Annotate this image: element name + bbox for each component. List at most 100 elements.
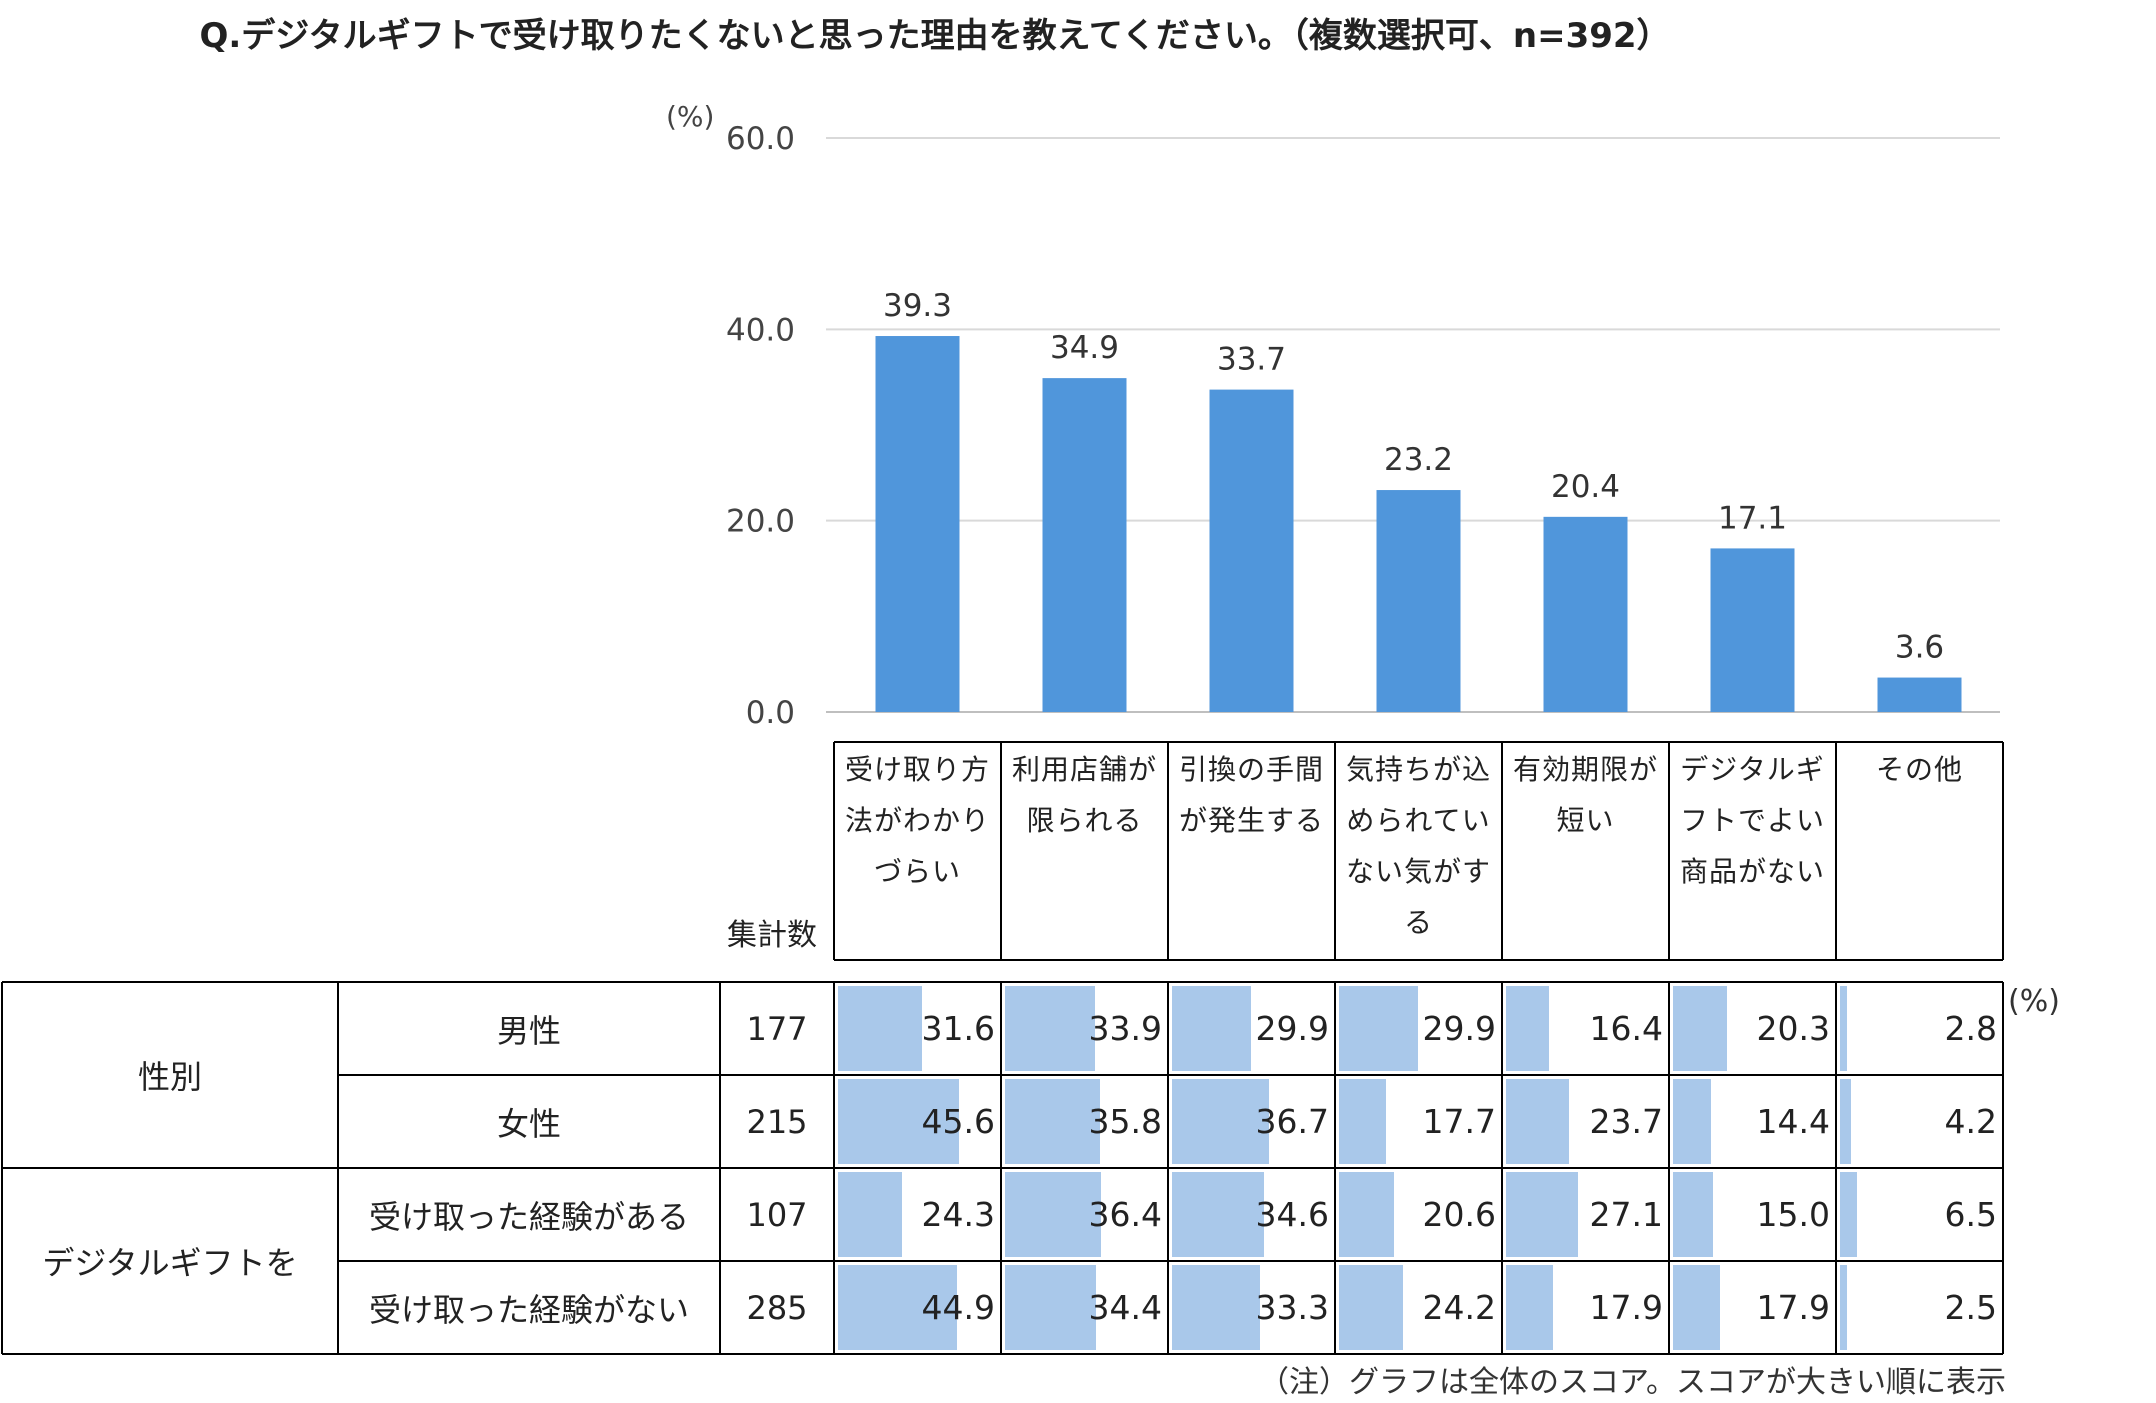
table-cell: 2.5 (1836, 1261, 2003, 1354)
table-cell: 24.2 (1335, 1261, 1502, 1354)
table-cell: 36.4 (1001, 1168, 1168, 1261)
cell-bar (1339, 1172, 1394, 1257)
cell-value: 36.4 (1088, 1195, 1162, 1234)
y-tick-label: 20.0 (726, 504, 795, 540)
table-cell: 16.4 (1502, 982, 1669, 1075)
table-cell: 24.3 (834, 1168, 1001, 1261)
cell-value: 45.6 (921, 1102, 995, 1141)
sample-count: 215 (746, 1102, 808, 1141)
table-cell: 23.7 (1502, 1075, 1669, 1168)
row-label: 受け取った経験がある (368, 1197, 689, 1236)
cell-value: 16.4 (1589, 1009, 1663, 1048)
bar (875, 336, 960, 712)
row-label: 受け取った経験がない (368, 1290, 689, 1329)
bar (1710, 548, 1795, 712)
cell-bar (1673, 1079, 1712, 1164)
cell-value: 36.7 (1255, 1102, 1329, 1141)
table-cell: 17.9 (1669, 1261, 1836, 1354)
sample-count: 177 (746, 1009, 808, 1048)
cell-value: 20.3 (1756, 1009, 1830, 1048)
cell-value: 44.9 (921, 1288, 995, 1327)
cell-bar (1840, 986, 1848, 1071)
cell-bar (1339, 1079, 1386, 1164)
table-cell: 27.1 (1502, 1168, 1669, 1261)
cell-bar (1673, 986, 1727, 1071)
table-cell: 33.3 (1168, 1261, 1335, 1354)
cell-value: 14.4 (1756, 1102, 1830, 1141)
bar (1209, 389, 1294, 712)
cell-value: 24.3 (921, 1195, 995, 1234)
category-label: 気持ちが込められていない気がする (1345, 753, 1491, 939)
table-cell: 33.9 (1001, 982, 1168, 1075)
table-cell: 15.0 (1669, 1168, 1836, 1261)
table-cell: 14.4 (1669, 1075, 1836, 1168)
table-unit-label: (%) (2008, 984, 2060, 1019)
cell-bar (838, 986, 922, 1071)
cell-bar (838, 1265, 957, 1350)
cell-value: 2.5 (1944, 1288, 1997, 1327)
table-cell: 31.6 (834, 982, 1001, 1075)
sample-count: 107 (746, 1195, 808, 1234)
cell-value: 33.3 (1255, 1288, 1329, 1327)
cell-bar (1840, 1172, 1858, 1257)
category-label: 引換の手間が発生する (1178, 753, 1324, 837)
data-label: 23.2 (1384, 442, 1453, 478)
data-label: 17.1 (1718, 500, 1787, 536)
cell-value: 31.6 (921, 1009, 995, 1048)
sample-count: 285 (746, 1288, 808, 1327)
cell-bar (1506, 986, 1550, 1071)
cell-bar (1339, 986, 1419, 1071)
cell-bar (1172, 986, 1252, 1071)
cell-value: 33.9 (1088, 1009, 1162, 1048)
cell-value: 20.6 (1422, 1195, 1496, 1234)
table-cell: 6.5 (1836, 1168, 2003, 1261)
chart-title: Q.デジタルギフトで受け取りたくないと思った理由を教えてください。（複数選択可、… (199, 16, 1671, 56)
cell-value: 29.9 (1255, 1009, 1329, 1048)
cell-value: 4.2 (1944, 1102, 1997, 1141)
cell-value: 27.1 (1589, 1195, 1663, 1234)
cell-bar (1673, 1265, 1721, 1350)
cell-value: 15.0 (1756, 1195, 1830, 1234)
table-cell: 36.7 (1168, 1075, 1335, 1168)
cell-bar (1005, 1265, 1097, 1350)
table-cell: 45.6 (834, 1075, 1001, 1168)
cell-bar (1506, 1172, 1578, 1257)
y-tick-label: 0.0 (746, 695, 795, 731)
table-cell: 4.2 (1836, 1075, 2003, 1168)
cell-value: 35.8 (1088, 1102, 1162, 1141)
category-label: 受け取り方法がわかりづらい (844, 753, 990, 888)
cell-value: 34.6 (1255, 1195, 1329, 1234)
table-cell: 44.9 (834, 1261, 1001, 1354)
cell-bar (1172, 1265, 1261, 1350)
cell-bar (1506, 1079, 1569, 1164)
cell-value: 29.9 (1422, 1009, 1496, 1048)
cell-bar (1172, 1172, 1264, 1257)
cell-value: 23.7 (1589, 1102, 1663, 1141)
cell-bar (838, 1079, 959, 1164)
cell-value: 2.8 (1944, 1009, 1997, 1048)
cell-value: 17.7 (1422, 1102, 1496, 1141)
cell-value: 34.4 (1088, 1288, 1162, 1327)
category-label: デジタルギフトでよい商品がない (1679, 753, 1825, 888)
cell-bar (1506, 1265, 1554, 1350)
footnote: （注）グラフは全体のスコア。スコアが大きい順に表示 (1259, 1365, 2006, 1400)
table-cell: 20.3 (1669, 982, 1836, 1075)
cell-bar (1005, 1079, 1100, 1164)
cell-bar (1673, 1172, 1713, 1257)
cell-value: 17.9 (1756, 1288, 1830, 1327)
y-tick-label: 40.0 (726, 312, 795, 348)
cell-value: 17.9 (1589, 1288, 1663, 1327)
table-cell: 2.8 (1836, 982, 2003, 1075)
category-label: 有効期限が短い (1512, 753, 1658, 837)
cell-bar (1005, 986, 1095, 1071)
table-cell: 34.6 (1168, 1168, 1335, 1261)
cell-bar (1172, 1079, 1270, 1164)
cell-value: 6.5 (1944, 1195, 1997, 1234)
row-label: 男性 (496, 1011, 561, 1050)
cell-value: 24.2 (1422, 1288, 1496, 1327)
data-label: 39.3 (883, 288, 952, 324)
group-label: 性別 (137, 1058, 202, 1096)
table-cell: 35.8 (1001, 1075, 1168, 1168)
row-label: 女性 (496, 1104, 561, 1143)
